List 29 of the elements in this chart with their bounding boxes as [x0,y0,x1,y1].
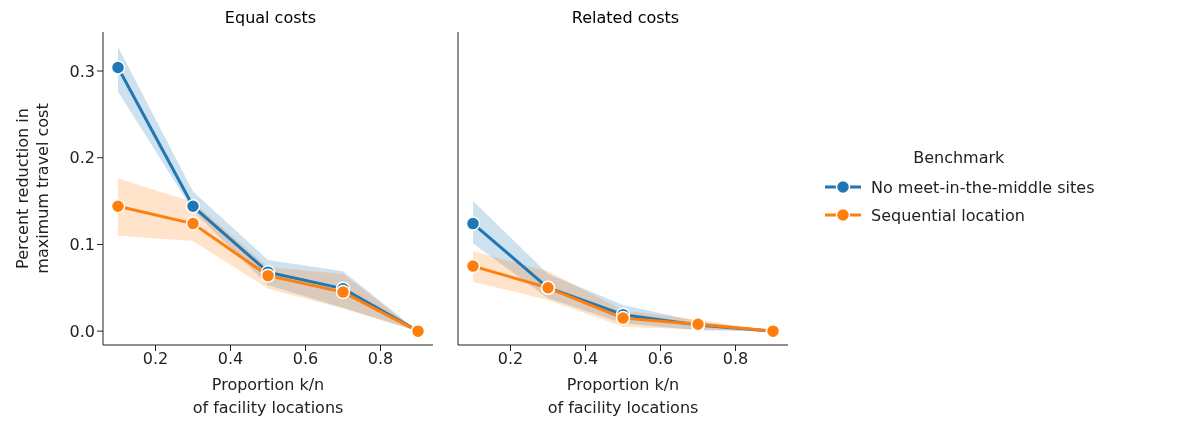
y-tick-label: 0.0 [69,321,95,341]
legend-label: No meet-in-the-middle sites [871,177,1095,197]
y-axis-title: Percent reduction in maximum travel cost [13,103,52,274]
x-tick-label: 0.2 [497,349,524,369]
x-tick-label: 0.8 [367,349,394,369]
point [465,258,481,274]
legend-label: Sequential location [871,205,1025,225]
y-tick-label: 0.3 [69,61,95,81]
point [110,199,126,214]
x-tick-label: 0.2 [142,349,169,369]
point [465,216,481,231]
x-tick-label: 0.6 [647,349,674,369]
point [110,60,126,75]
point [185,216,201,231]
x-tick-label: 0.4 [217,349,244,369]
chart-title: Related costs [570,8,681,29]
x-tick-label: 0.4 [572,349,599,369]
y-tick-label: 0.2 [69,148,95,168]
point [615,310,631,326]
x-axis-title: Proportion k/n of facility locations [547,375,699,417]
x-tick-label: 0.8 [722,349,749,369]
point [260,268,276,283]
x-tick-label: 0.6 [292,349,319,369]
point [185,199,201,214]
x-axis-title: Proportion k/n of facility locations [192,375,344,417]
legend-title: Benchmark [912,148,1006,167]
y-tick-label: 0.1 [69,235,95,255]
chart-title: Equal costs [223,8,318,29]
point [335,284,351,300]
